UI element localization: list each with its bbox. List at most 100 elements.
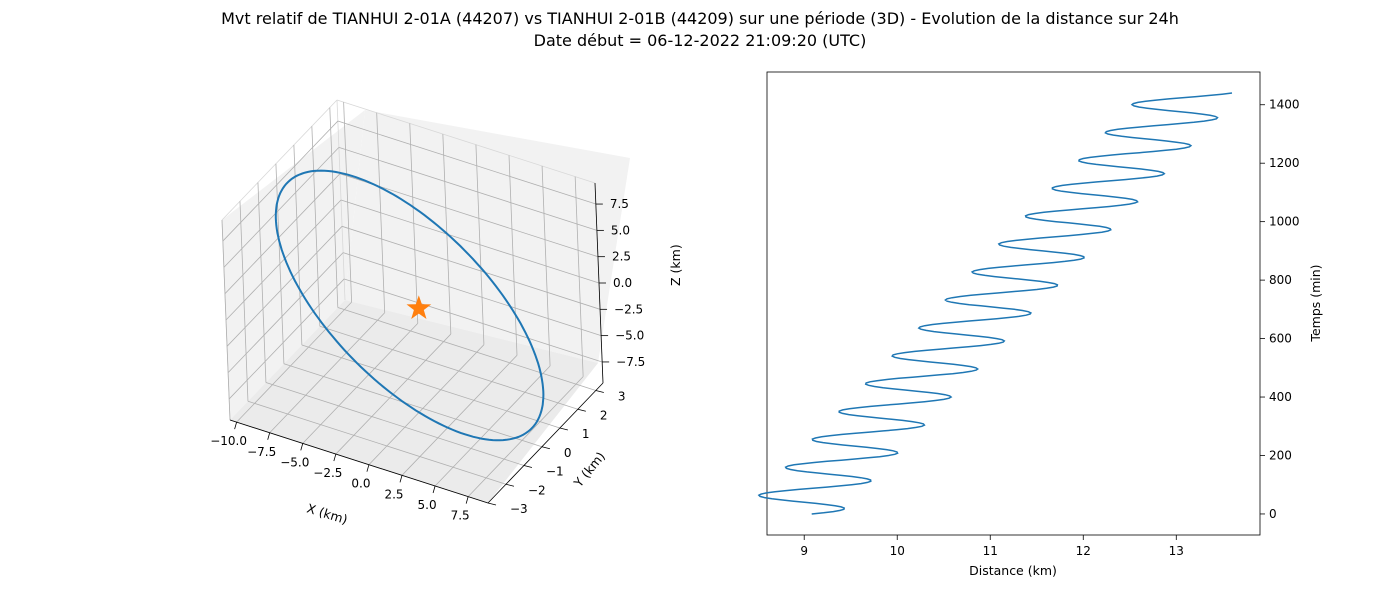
origin-star-marker <box>406 295 432 319</box>
gridline-z-back <box>341 225 601 310</box>
x-tick-label: 11 <box>983 544 998 558</box>
x-tick-label: 9 <box>800 544 808 558</box>
x-tick-3d <box>333 453 337 462</box>
x-tick-label-3d: −5.0 <box>280 455 309 469</box>
y-tick-label: 1200 <box>1269 156 1300 170</box>
x-tick-label: 13 <box>1169 544 1184 558</box>
gridline-y-floor <box>337 307 596 391</box>
y-tick-3d <box>559 427 568 431</box>
gridline-z-back <box>338 146 598 231</box>
x-tick-3d <box>465 496 469 504</box>
x-tick-3d <box>366 464 370 472</box>
pane-back <box>345 110 630 363</box>
chart-subtitle: Date début = 06-12-2022 21:09:20 (UTC) <box>533 31 867 50</box>
gridline-z-back <box>339 173 599 258</box>
z-axis-label-3d: Z (km) <box>668 244 683 286</box>
y-tick-label: 200 <box>1269 448 1292 462</box>
x-axis-line-3d <box>229 419 489 504</box>
pane-edge <box>336 99 596 184</box>
x-tick-label: 10 <box>890 544 905 558</box>
x-tick-3d <box>399 475 403 483</box>
y-tick-label-3d: 1 <box>582 427 590 441</box>
grid-3d <box>221 99 604 504</box>
gridline-z-back <box>340 199 600 284</box>
y-axis-ticks: 0 200 400 600 800 1000 1200 1400 <box>1260 98 1300 521</box>
x-tick-3d <box>234 422 237 430</box>
x-tick-label-3d: 5.0 <box>418 498 437 512</box>
gridline-z-left <box>224 173 341 294</box>
y-tick-label-3d: 0 <box>564 446 572 460</box>
x-tick-label: 12 <box>1076 544 1091 558</box>
z-tick-label-3d: 7.5 <box>610 197 629 211</box>
gridline-x-floor <box>236 301 352 423</box>
gridline-x-floor <box>434 365 551 487</box>
y-tick-3d <box>523 465 533 468</box>
y-tick-label-3d: 2 <box>600 408 608 422</box>
gridline-y-floor <box>265 382 525 466</box>
y-tick-label: 600 <box>1269 332 1292 346</box>
x-axis-label: Distance (km) <box>969 563 1057 578</box>
gridline-z-back <box>342 252 602 337</box>
y-axis-line-3d <box>487 382 604 504</box>
gridline-y-floor <box>301 344 560 429</box>
z-tick-label-3d: −5.0 <box>615 329 644 343</box>
x-axis-ticks: 9 10 11 12 13 <box>800 535 1184 558</box>
y-tick-3d <box>505 483 515 487</box>
gridline-z-left <box>227 252 344 373</box>
z-tick-label-3d: −2.5 <box>614 302 643 316</box>
y-tick-label: 800 <box>1269 273 1292 287</box>
gridline-z-back <box>344 278 603 363</box>
gridline-x-floor <box>269 312 385 434</box>
z-tick-label-3d: 5.0 <box>611 223 630 237</box>
gridline-z-back <box>337 120 596 205</box>
y-axis-label-3d: Y (km) <box>570 449 608 491</box>
gridline-x-floor <box>401 355 518 476</box>
gridline-z-left <box>226 226 343 347</box>
y-axis-label: Temps (min) <box>1308 264 1323 342</box>
gridline-x-floor <box>368 344 485 465</box>
y-tick-label-3d: 3 <box>618 390 626 404</box>
y-tick-label: 400 <box>1269 390 1292 404</box>
z-axis-3d-ticks: −7.5 −5.0 −2.5 0.0 2.5 5.0 7.5 <box>595 197 645 369</box>
x-tick-label-3d: −2.5 <box>313 466 342 480</box>
x-axis-3d-ticks: −10.0−7.5 −5.0 −2.5 0.0 2.5 5.0 7.5 <box>210 422 470 523</box>
chart-distance-time: 9 10 11 12 13 0 200 400 600 800 1000 1200 1400 Dist… <box>757 71 1323 578</box>
z-tick-label-3d: −7.5 <box>616 355 645 369</box>
x-tick-3d <box>267 432 271 440</box>
x-tick-label-3d: 0.0 <box>351 477 370 491</box>
x-tick-3d <box>300 443 304 451</box>
y-tick-3d <box>541 446 551 450</box>
pane-left <box>222 110 365 420</box>
z-tick-label-3d: 0.0 <box>613 276 632 290</box>
x-tick-3d <box>432 485 436 494</box>
distance-series-line <box>757 92 1233 515</box>
x-tick-label-3d: 7.5 <box>451 509 470 523</box>
y-tick-label-3d: −3 <box>510 502 528 516</box>
x-tick-label-3d: −10.0 <box>210 434 247 448</box>
plot-area-frame <box>766 71 1261 536</box>
pane-floor <box>230 300 598 503</box>
orbit-line <box>274 169 545 442</box>
gridline-x-floor <box>302 323 419 444</box>
y-tick-3d <box>595 390 604 393</box>
chart-3d-orbit: −10.0−7.5−5.0−2.50.02.55.07.5 −3−2−10123… <box>210 99 683 528</box>
gridline-z-left <box>225 199 342 321</box>
gridline-z-left <box>228 278 345 400</box>
y-tick-3d <box>577 408 586 412</box>
gridline-y-floor <box>319 325 578 410</box>
gridline-z-left <box>222 120 339 242</box>
pane-edge <box>221 99 338 221</box>
x-axis-label-3d: X (km) <box>305 501 349 528</box>
gridline-x-floor <box>467 376 584 497</box>
gridline-y-floor <box>247 400 507 485</box>
chart-title: Mvt relatif de TIANHUI 2-01A (44207) vs … <box>221 9 1179 28</box>
x-tick-label-3d: −7.5 <box>247 445 276 459</box>
z-tick-label-3d: 2.5 <box>612 250 631 264</box>
y-tick-label-3d: −1 <box>546 465 564 479</box>
y-tick-label-3d: −2 <box>528 483 546 497</box>
y-tick-label: 1000 <box>1269 215 1300 229</box>
gridline-z-left <box>223 147 340 268</box>
x-tick-label-3d: 2.5 <box>384 487 403 501</box>
